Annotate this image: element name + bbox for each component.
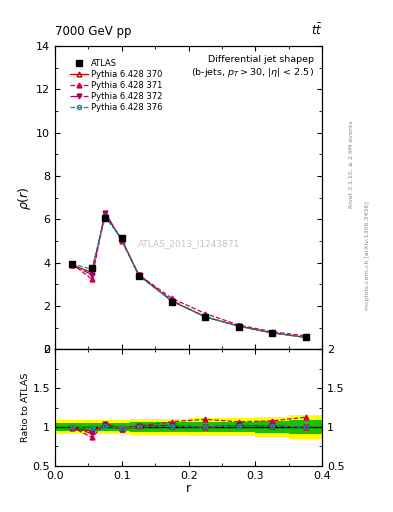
Pythia 6.428 372 <box>136 271 141 278</box>
Pythia 6.428 371 <box>90 276 94 282</box>
Pythia 6.428 372 <box>119 237 124 243</box>
Pythia 6.428 371 <box>170 295 174 302</box>
Pythia 6.428 371 <box>203 310 208 316</box>
Pythia 6.428 370 <box>90 269 94 275</box>
Line: Pythia 6.428 376: Pythia 6.428 376 <box>70 215 308 339</box>
Pythia 6.428 372 <box>237 323 241 329</box>
Y-axis label: Ratio to ATLAS: Ratio to ATLAS <box>21 373 30 442</box>
Pythia 6.428 370 <box>303 334 308 340</box>
ATLAS <box>90 265 94 271</box>
Pythia 6.428 370 <box>119 237 124 243</box>
Pythia 6.428 376 <box>170 298 174 304</box>
Text: ATLAS_2013_I1243871: ATLAS_2013_I1243871 <box>138 239 240 248</box>
ATLAS <box>270 330 275 336</box>
Pythia 6.428 371 <box>136 271 141 278</box>
Pythia 6.428 371 <box>303 333 308 339</box>
Pythia 6.428 370 <box>69 262 74 268</box>
ATLAS <box>237 324 241 330</box>
Pythia 6.428 371 <box>69 261 74 267</box>
Pythia 6.428 370 <box>203 314 208 320</box>
Pythia 6.428 372 <box>203 314 208 320</box>
ATLAS <box>69 261 74 267</box>
Line: Pythia 6.428 371: Pythia 6.428 371 <box>69 210 308 338</box>
ATLAS <box>303 334 308 340</box>
Pythia 6.428 376 <box>136 272 141 279</box>
Pythia 6.428 376 <box>303 334 308 340</box>
ATLAS <box>136 272 141 279</box>
Pythia 6.428 376 <box>119 236 124 242</box>
Line: ATLAS: ATLAS <box>69 215 309 340</box>
Text: Differential jet shapep
(b-jets, $p_T$$>$30, $|\eta|$ < 2.5): Differential jet shapep (b-jets, $p_T$$>… <box>191 55 314 79</box>
ATLAS <box>203 314 208 320</box>
Legend: ATLAS, Pythia 6.428 370, Pythia 6.428 371, Pythia 6.428 372, Pythia 6.428 376: ATLAS, Pythia 6.428 370, Pythia 6.428 37… <box>66 55 166 116</box>
Pythia 6.428 376 <box>237 323 241 329</box>
Y-axis label: $\rho(r)$: $\rho(r)$ <box>16 186 33 209</box>
Pythia 6.428 372 <box>270 330 275 336</box>
Pythia 6.428 372 <box>170 297 174 304</box>
Text: mcplots.cern.ch [arXiv:1306.3436]: mcplots.cern.ch [arXiv:1306.3436] <box>365 202 370 310</box>
Text: 7000 GeV pp: 7000 GeV pp <box>55 26 132 38</box>
Line: Pythia 6.428 370: Pythia 6.428 370 <box>69 211 308 340</box>
Pythia 6.428 370 <box>103 211 108 217</box>
X-axis label: r: r <box>186 482 191 495</box>
ATLAS <box>103 215 108 221</box>
Text: Rivet 3.1.10, ≥ 2.9M events: Rivet 3.1.10, ≥ 2.9M events <box>349 120 354 208</box>
Pythia 6.428 370 <box>237 323 241 329</box>
Pythia 6.428 371 <box>119 238 124 244</box>
Pythia 6.428 376 <box>90 266 94 272</box>
Pythia 6.428 371 <box>103 210 108 216</box>
ATLAS <box>170 298 174 305</box>
Pythia 6.428 370 <box>170 298 174 304</box>
Pythia 6.428 376 <box>270 330 275 336</box>
Pythia 6.428 370 <box>136 271 141 278</box>
Pythia 6.428 372 <box>103 210 108 216</box>
Pythia 6.428 371 <box>237 322 241 328</box>
Pythia 6.428 376 <box>103 214 108 220</box>
Pythia 6.428 372 <box>69 262 74 268</box>
Pythia 6.428 370 <box>270 330 275 336</box>
Text: $t\bar{t}$: $t\bar{t}$ <box>311 23 322 38</box>
Pythia 6.428 372 <box>303 334 308 340</box>
Pythia 6.428 376 <box>69 261 74 267</box>
Pythia 6.428 371 <box>270 329 275 335</box>
Pythia 6.428 372 <box>90 271 94 278</box>
Pythia 6.428 376 <box>203 314 208 320</box>
ATLAS <box>119 234 124 241</box>
Line: Pythia 6.428 372: Pythia 6.428 372 <box>69 210 308 340</box>
